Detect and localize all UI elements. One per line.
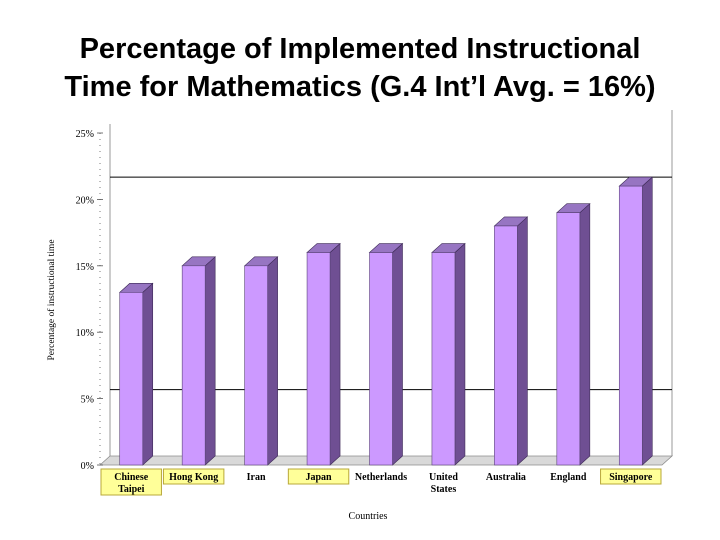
category-label: Chinese bbox=[114, 472, 148, 483]
bar-front bbox=[119, 292, 144, 466]
category-label: Hong Kong bbox=[169, 472, 218, 483]
category-highlight-box bbox=[100, 468, 162, 496]
category-label: Australia bbox=[486, 472, 526, 483]
bar-hong-kong bbox=[181, 256, 216, 466]
bar-side bbox=[579, 203, 591, 466]
y-axis-title: Percentage of instructional time bbox=[46, 239, 57, 360]
category-label: Japan bbox=[305, 472, 332, 483]
y-tick-label: 5% bbox=[81, 395, 94, 406]
bar-front bbox=[181, 265, 206, 466]
bar-side bbox=[142, 282, 154, 466]
category-label: United bbox=[429, 472, 458, 483]
category-label: Taipei bbox=[118, 484, 145, 495]
bar-front bbox=[494, 225, 518, 466]
category-label: Singapore bbox=[609, 472, 653, 483]
y-tick-label: 10% bbox=[76, 328, 94, 339]
bar-japan bbox=[306, 242, 341, 466]
y-tick-label: 25% bbox=[76, 129, 94, 140]
slide-title-line-2: Time for Mathematics (G.4 Int’l Avg. = 1… bbox=[64, 71, 656, 103]
y-tick-label: 15% bbox=[76, 262, 94, 273]
bar-side bbox=[392, 242, 403, 466]
slide-title-line-1: Percentage of Implemented Instructional bbox=[79, 33, 641, 65]
bar-side bbox=[641, 176, 653, 466]
bar-front bbox=[618, 185, 643, 466]
y-tick-label: 0% bbox=[81, 461, 94, 472]
bar-side bbox=[454, 242, 466, 466]
slide-title: Percentage of Implemented Instructional … bbox=[0, 30, 720, 106]
bar-front bbox=[244, 265, 268, 466]
category-highlight-box bbox=[287, 468, 350, 485]
bar-front bbox=[369, 252, 393, 466]
category-label: Netherlands bbox=[355, 472, 407, 483]
bar-side bbox=[329, 242, 341, 466]
category-label: States bbox=[431, 484, 457, 495]
x-axis-title: Countries bbox=[349, 511, 388, 522]
bar-singapore bbox=[618, 176, 654, 466]
bar-netherlands bbox=[368, 242, 404, 466]
category-label: Iran bbox=[247, 472, 266, 483]
bar-side bbox=[517, 216, 528, 466]
category-highlight-box bbox=[162, 468, 225, 485]
bar-front bbox=[556, 212, 581, 466]
bar-united-states bbox=[431, 242, 466, 466]
category-label: England bbox=[550, 472, 587, 483]
bar-iran bbox=[243, 256, 279, 466]
bar-side bbox=[204, 256, 216, 466]
bar-australia bbox=[493, 216, 529, 466]
bar-front bbox=[431, 252, 456, 466]
y-tick-label: 20% bbox=[76, 195, 94, 206]
bar-england bbox=[556, 203, 591, 466]
bar-chinese-taipei bbox=[118, 282, 154, 466]
category-highlight-box bbox=[600, 468, 662, 485]
bar-side bbox=[267, 256, 278, 466]
bar-front bbox=[306, 252, 331, 466]
